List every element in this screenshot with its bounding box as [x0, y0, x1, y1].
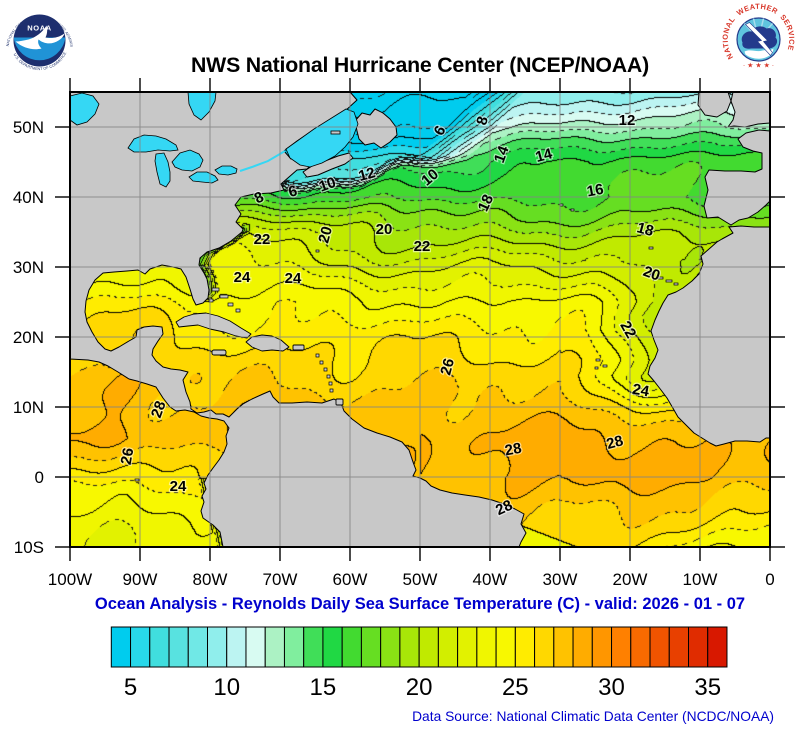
svg-text:20: 20: [315, 225, 336, 246]
svg-text:8: 8: [473, 115, 492, 127]
svg-text:80W: 80W: [193, 570, 228, 589]
svg-text:28: 28: [148, 399, 170, 420]
svg-text:26: 26: [437, 357, 458, 378]
svg-text:20: 20: [406, 674, 433, 701]
svg-text:20W: 20W: [613, 570, 648, 589]
svg-text:60W: 60W: [333, 570, 368, 589]
svg-text:6: 6: [287, 182, 299, 201]
svg-text:0: 0: [765, 570, 774, 589]
svg-text:100W: 100W: [48, 570, 92, 589]
svg-text:20: 20: [641, 263, 662, 285]
svg-text:20: 20: [376, 221, 393, 238]
svg-text:22: 22: [254, 231, 271, 248]
svg-text:6: 6: [431, 123, 450, 139]
svg-text:28: 28: [493, 497, 515, 519]
svg-text:24: 24: [631, 381, 651, 401]
svg-text:8: 8: [252, 188, 267, 207]
svg-text:90W: 90W: [123, 570, 158, 589]
svg-text:10S: 10S: [14, 538, 44, 557]
svg-text:28: 28: [605, 432, 626, 453]
svg-text:10: 10: [418, 166, 442, 190]
svg-text:14: 14: [534, 145, 555, 166]
svg-text:40W: 40W: [473, 570, 508, 589]
svg-text:24: 24: [234, 269, 251, 286]
svg-text:30: 30: [598, 674, 625, 701]
svg-text:NWS National Hurricane Center: NWS National Hurricane Center (NCEP/NOAA…: [191, 53, 649, 77]
svg-text:50N: 50N: [13, 118, 44, 137]
svg-text:16: 16: [586, 181, 605, 201]
svg-text:5: 5: [124, 674, 137, 701]
svg-text:10: 10: [213, 674, 240, 701]
svg-text:40N: 40N: [13, 188, 44, 207]
svg-text:· ★ ★ ★ ·: · ★ ★ ★ ·: [743, 62, 774, 70]
svg-text:50W: 50W: [403, 570, 438, 589]
svg-text:14: 14: [491, 143, 513, 165]
svg-text:15: 15: [310, 674, 337, 701]
svg-text:18: 18: [635, 219, 656, 240]
svg-text:22: 22: [414, 238, 431, 255]
svg-text:10W: 10W: [683, 570, 718, 589]
svg-text:70W: 70W: [263, 570, 298, 589]
svg-text:Data Source: National Climatic: Data Source: National Climatic Data Cent…: [412, 709, 774, 724]
svg-text:30W: 30W: [543, 570, 578, 589]
svg-text:20N: 20N: [13, 328, 44, 347]
svg-text:26: 26: [118, 447, 138, 466]
svg-text:30N: 30N: [13, 258, 44, 277]
svg-text:25: 25: [502, 674, 529, 701]
svg-text:28: 28: [504, 440, 523, 460]
svg-text:24: 24: [285, 270, 302, 287]
svg-text:Ocean Analysis - Reynolds Dail: Ocean Analysis - Reynolds Daily Sea Surf…: [95, 595, 745, 613]
svg-text:22: 22: [616, 318, 639, 341]
svg-text:NOAA: NOAA: [27, 24, 51, 33]
svg-text:35: 35: [694, 674, 721, 701]
svg-text:0: 0: [35, 468, 44, 487]
svg-text:18: 18: [475, 192, 497, 214]
svg-text:10N: 10N: [13, 398, 44, 417]
svg-text:10: 10: [317, 174, 338, 196]
svg-text:12: 12: [619, 112, 636, 129]
svg-text:24: 24: [170, 478, 187, 495]
svg-text:12: 12: [357, 164, 378, 185]
